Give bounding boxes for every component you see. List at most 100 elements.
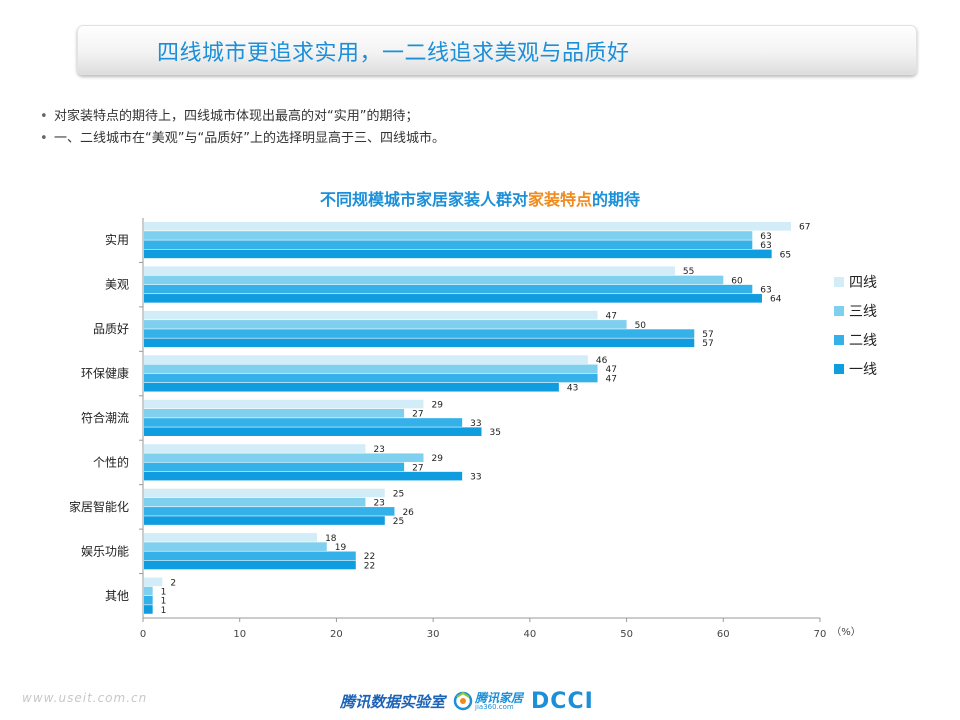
bar bbox=[144, 249, 772, 259]
chart-title: 不同规模城市家居家装人群对家装特点的期待 bbox=[0, 186, 960, 210]
bar bbox=[144, 240, 753, 249]
bar bbox=[144, 222, 791, 231]
category-label: 实用 bbox=[105, 232, 129, 247]
bar bbox=[144, 427, 482, 436]
bar-value-label: 67 bbox=[799, 223, 810, 233]
bar-value-label: 29 bbox=[431, 454, 443, 464]
bar bbox=[144, 310, 598, 320]
chart-title-part: 不同规模城市家居家装人群对 bbox=[319, 190, 528, 209]
legend-label: 二线 bbox=[849, 333, 877, 349]
bar-value-label: 1 bbox=[161, 606, 167, 616]
x-tick-label: 50 bbox=[620, 629, 633, 640]
bar bbox=[144, 551, 356, 561]
bar-value-label: 46 bbox=[596, 356, 608, 366]
x-tick-label: 40 bbox=[523, 629, 536, 640]
bar-value-label: 27 bbox=[412, 410, 423, 420]
category-label: 其他 bbox=[105, 589, 129, 603]
bar bbox=[144, 586, 153, 596]
category-label: 家居智能化 bbox=[69, 499, 129, 514]
category-label: 个性的 bbox=[93, 454, 129, 469]
bar bbox=[144, 329, 695, 338]
bar-value-label: 43 bbox=[567, 384, 578, 394]
bar bbox=[144, 382, 559, 392]
category-label: 符合潮流 bbox=[81, 410, 129, 425]
legend-swatch bbox=[834, 306, 844, 316]
legend-swatch bbox=[834, 335, 844, 345]
bar bbox=[144, 444, 366, 453]
bar-value-label: 29 bbox=[431, 400, 443, 410]
bar bbox=[144, 497, 366, 507]
bar-value-label: 27 bbox=[412, 463, 423, 473]
bar-value-label: 1 bbox=[161, 587, 167, 597]
legend-label: 一线 bbox=[849, 362, 877, 378]
bar-value-label: 25 bbox=[393, 489, 404, 499]
bar bbox=[144, 294, 762, 303]
bar-value-label: 26 bbox=[402, 508, 414, 518]
bar bbox=[144, 471, 463, 481]
bar bbox=[144, 266, 675, 276]
bullet-mark: • bbox=[40, 109, 48, 124]
bar-value-label: 55 bbox=[683, 267, 694, 277]
bar-value-label: 33 bbox=[470, 473, 481, 483]
bar bbox=[144, 595, 153, 605]
bar bbox=[144, 605, 153, 614]
bar-value-label: 63 bbox=[760, 232, 771, 242]
title-banner: 四线城市更追求实用，一二线追求美观与品质好 bbox=[77, 25, 917, 75]
jiaju-logo-subtext: jia360.com bbox=[475, 702, 514, 711]
category-label: 美观 bbox=[105, 278, 129, 292]
bar bbox=[144, 408, 405, 418]
bar-value-label: 19 bbox=[335, 543, 347, 553]
bar bbox=[144, 577, 163, 587]
bar-value-label: 64 bbox=[770, 295, 782, 305]
bullet-text: 一、二线城市在“美观”与“品质好”上的选择明显高于三、四线城市。 bbox=[54, 131, 445, 146]
bar-value-label: 35 bbox=[490, 428, 501, 438]
bar-value-label: 23 bbox=[373, 499, 384, 509]
bar bbox=[144, 320, 627, 329]
bar bbox=[144, 373, 598, 383]
category-label: 品质好 bbox=[93, 322, 129, 336]
bar-value-label: 22 bbox=[364, 561, 375, 571]
dcci-logo: DCCI bbox=[531, 688, 594, 714]
bar bbox=[144, 542, 327, 551]
bar-value-label: 47 bbox=[606, 365, 617, 375]
bar-value-label: 1 bbox=[161, 597, 167, 607]
bar bbox=[144, 533, 318, 542]
bar bbox=[144, 399, 424, 409]
bar bbox=[144, 284, 753, 294]
bar-value-label: 25 bbox=[393, 517, 404, 527]
bar bbox=[144, 231, 753, 240]
bar bbox=[144, 560, 356, 570]
bar bbox=[144, 418, 463, 427]
bar-value-label: 23 bbox=[373, 445, 384, 455]
bar-value-label: 22 bbox=[364, 552, 375, 562]
jiaju-icon bbox=[453, 691, 473, 711]
page-title: 四线城市更追求实用，一二线追求美观与品质好 bbox=[157, 41, 630, 66]
x-tick-label: 20 bbox=[330, 629, 343, 640]
bar-value-label: 65 bbox=[780, 250, 791, 260]
chart-title-part: 的期待 bbox=[592, 190, 641, 209]
category-label: 环保健康 bbox=[81, 366, 129, 381]
footer-logos: 腾讯数据实验室 腾讯家居 jia360.com DCCI bbox=[340, 688, 594, 714]
bar-value-label: 63 bbox=[760, 286, 771, 296]
legend-swatch bbox=[834, 277, 844, 287]
bar bbox=[144, 488, 385, 498]
bar-value-label: 47 bbox=[606, 312, 617, 322]
bar bbox=[144, 364, 598, 374]
x-tick-label: 60 bbox=[717, 629, 730, 640]
bar-value-label: 63 bbox=[760, 241, 771, 251]
tencent-jiaju-logo: 腾讯家居 jia360.com bbox=[453, 691, 523, 711]
legend-label: 三线 bbox=[849, 304, 877, 320]
footer-url: www.useit.com.cn bbox=[22, 691, 148, 705]
bar-value-label: 57 bbox=[702, 339, 713, 349]
bullet-item: • 对家装特点的期待上，四线城市体现出最高的对“实用”的期待； bbox=[40, 106, 445, 128]
bar bbox=[144, 338, 695, 348]
x-tick-label: 10 bbox=[233, 629, 246, 640]
bullet-text: 对家装特点的期待上，四线城市体现出最高的对“实用”的期待； bbox=[54, 109, 419, 124]
tencent-lab-logo: 腾讯数据实验室 bbox=[340, 692, 446, 711]
legend-swatch bbox=[834, 364, 844, 374]
bar-value-label: 50 bbox=[635, 321, 647, 331]
bar bbox=[144, 507, 395, 516]
bar-value-label: 2 bbox=[170, 578, 176, 588]
bar-value-label: 33 bbox=[470, 419, 481, 429]
